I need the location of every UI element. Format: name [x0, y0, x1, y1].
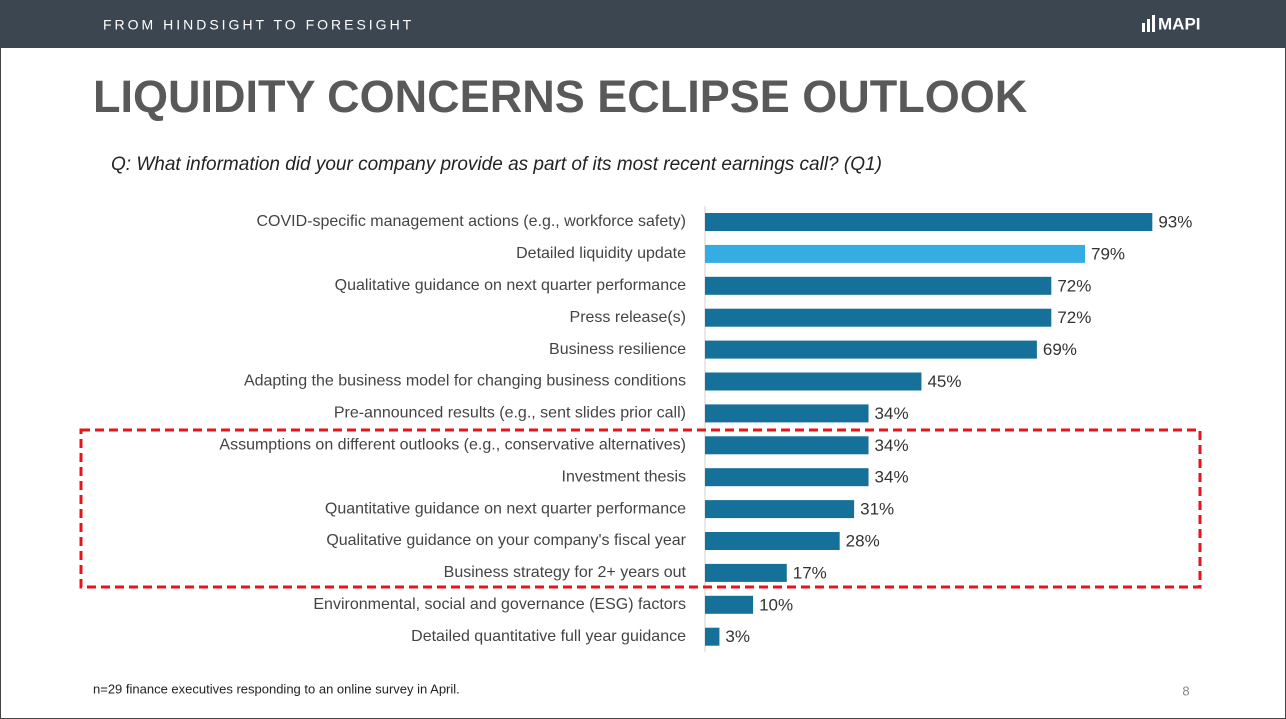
- bar: [705, 213, 1153, 231]
- category-label: Press release(s): [570, 309, 686, 326]
- header-bar: [0, 0, 1286, 48]
- bar: [705, 627, 720, 646]
- bar: [705, 595, 754, 614]
- footnote: n=29 finance executives responding to an…: [93, 681, 460, 696]
- category-label: COVID-specific management actions (e.g.,…: [257, 213, 687, 230]
- highlight-box: [79, 428, 1202, 589]
- category-label: Qualitative guidance on next quarter per…: [335, 277, 686, 294]
- bar: [705, 500, 855, 519]
- category-label: Business strategy for 2+ years out: [444, 564, 687, 581]
- bar: [705, 468, 869, 487]
- value-label: 3%: [725, 627, 750, 646]
- value-label: 93%: [1158, 212, 1192, 231]
- bar: [705, 563, 787, 582]
- header-text: FROM HINDSIGHT TO FORESIGHT: [103, 17, 414, 33]
- category-label: Business resilience: [549, 341, 686, 358]
- category-label: Pre-announced results (e.g., sent slides…: [334, 405, 686, 422]
- value-label: 79%: [1091, 244, 1125, 263]
- chart-subtitle: Q: What information did your company pro…: [111, 154, 882, 175]
- category-label: Detailed liquidity update: [516, 245, 686, 262]
- value-label: 31%: [860, 500, 894, 519]
- bar: [705, 244, 1085, 263]
- chart-title: LIQUIDITY CONCERNS ECLIPSE OUTLOOK: [93, 71, 1028, 122]
- value-label: 28%: [846, 531, 880, 550]
- category-label: Qualitative guidance on your company's f…: [326, 532, 686, 549]
- category-label: Adapting the business model for changing…: [244, 373, 686, 390]
- value-label: 72%: [1057, 308, 1091, 327]
- bar: [705, 276, 1052, 295]
- category-label: Assumptions on different outlooks (e.g.,…: [219, 437, 686, 454]
- bar: [705, 308, 1052, 327]
- value-label: 45%: [927, 372, 961, 391]
- category-label: Investment thesis: [562, 468, 687, 485]
- value-label: 10%: [759, 595, 793, 614]
- category-label: Environmental, social and governance (ES…: [313, 596, 686, 613]
- category-label: Quantitative guidance on next quarter pe…: [325, 500, 686, 517]
- bar: [705, 532, 840, 550]
- bar: [705, 436, 869, 455]
- page-number: 8: [1182, 683, 1189, 698]
- bar: [705, 372, 922, 391]
- value-label: 69%: [1043, 340, 1077, 359]
- value-label: 34%: [875, 436, 909, 455]
- value-label: 34%: [875, 404, 909, 423]
- logo-icon: [1142, 15, 1155, 32]
- value-label: 17%: [793, 563, 827, 582]
- bar: [705, 404, 869, 423]
- category-label: Detailed quantitative full year guidance: [411, 628, 686, 645]
- value-label: 72%: [1057, 276, 1091, 295]
- value-label: 34%: [875, 468, 909, 487]
- logo-text: MAPI: [1158, 14, 1201, 33]
- bar: [705, 340, 1037, 359]
